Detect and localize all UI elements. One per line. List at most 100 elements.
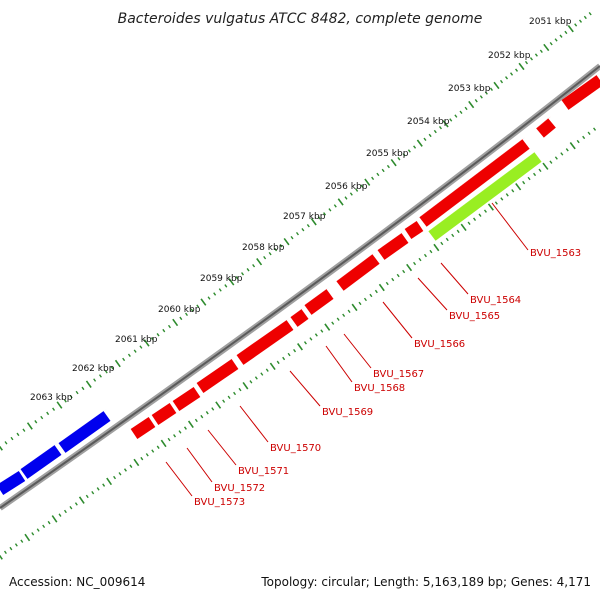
gene-block-body xyxy=(0,470,26,496)
gene-block-red xyxy=(290,307,309,327)
gene-block-edge xyxy=(377,231,405,251)
label-leader-line xyxy=(343,333,372,369)
scale-tick xyxy=(478,213,482,217)
scale-tick xyxy=(554,38,558,42)
scale-tick xyxy=(314,333,318,337)
scale-tick xyxy=(554,156,558,160)
scale-tick xyxy=(140,456,144,461)
scale-tick xyxy=(69,394,73,399)
scale-tick xyxy=(386,164,390,169)
scale-tick xyxy=(63,509,67,514)
scale-tick xyxy=(374,289,378,294)
scale-tick xyxy=(369,293,373,298)
scale-tick xyxy=(31,532,35,536)
scale-tick xyxy=(233,391,237,396)
scale-tick xyxy=(418,257,422,262)
scale-tick xyxy=(542,162,549,170)
scale-tick xyxy=(156,333,160,337)
scale-tick xyxy=(85,494,89,499)
scale-tick xyxy=(213,292,217,296)
scale-tick xyxy=(484,91,488,95)
scale-tick xyxy=(527,176,531,181)
scale-tick xyxy=(282,356,286,361)
scale-tick xyxy=(429,249,433,254)
gene-block-body xyxy=(20,445,62,479)
scale-tick xyxy=(559,34,563,38)
scale-tick xyxy=(58,513,62,517)
scale-tick xyxy=(567,25,574,33)
scale-tick xyxy=(150,337,154,341)
inner-scale-ring xyxy=(0,127,597,560)
kbp-tick-label: 2063 kbp xyxy=(30,393,73,403)
scale-tick xyxy=(301,228,305,232)
scale-tick xyxy=(118,472,122,476)
scale-tick xyxy=(102,483,106,487)
genome-summary: Topology: circular; Length: 5,163,189 bp… xyxy=(260,575,591,589)
scale-tick xyxy=(122,357,126,362)
gene-label: BVU_1564 xyxy=(470,295,521,306)
scale-tick xyxy=(160,439,167,448)
scale-tick xyxy=(360,184,364,188)
scale-tick xyxy=(75,390,79,395)
scale-tick xyxy=(276,360,280,365)
scale-tick xyxy=(564,30,568,35)
scale-tick xyxy=(183,426,187,430)
gene-block-blue xyxy=(0,468,26,496)
gene-block-body xyxy=(196,359,239,393)
scale-tick xyxy=(190,308,194,312)
scale-tick xyxy=(151,449,155,453)
scale-tick xyxy=(104,370,108,374)
scale-tick xyxy=(534,53,538,57)
scale-tick xyxy=(479,95,483,99)
gene-block-edge xyxy=(58,409,107,444)
scale-tick xyxy=(423,253,427,258)
gene-block-edge xyxy=(336,252,376,282)
label-leader-line xyxy=(165,461,193,497)
kbp-tick-label: 2053 kbp xyxy=(448,84,491,94)
scale-tick xyxy=(317,216,321,220)
scale-tick xyxy=(9,546,13,551)
scale-tick xyxy=(123,468,127,472)
gene-block-edge xyxy=(304,287,330,306)
scale-tick xyxy=(549,160,553,164)
scale-tick xyxy=(468,100,475,109)
scale-tick xyxy=(565,148,569,152)
gene-block-body xyxy=(404,221,424,239)
scale-tick xyxy=(578,19,583,23)
scale-tick xyxy=(56,401,63,409)
gene-block-edge xyxy=(290,307,305,318)
gene-block-body xyxy=(428,152,542,241)
map-title: Bacteroides vulgatus ATCC 8482, complete… xyxy=(118,11,483,27)
scale-tick xyxy=(493,81,500,90)
label-leader-line xyxy=(417,277,448,311)
scale-tick xyxy=(133,349,137,353)
gene-block-body xyxy=(536,118,556,138)
scale-tick xyxy=(433,243,440,252)
scale-tick xyxy=(211,407,215,411)
scale-tick xyxy=(218,288,222,292)
gene-block-edge xyxy=(0,468,22,483)
scale-tick xyxy=(274,247,278,252)
kbp-tick-label: 2060 kbp xyxy=(158,305,201,315)
scale-tick xyxy=(423,137,427,142)
gene-block-edge xyxy=(428,150,538,232)
scale-tick xyxy=(256,257,263,266)
scale-tick xyxy=(467,221,471,226)
gene-label: BVU_1572 xyxy=(214,483,265,494)
gene-block-body xyxy=(304,289,334,315)
scale-tick xyxy=(538,168,542,173)
gene-label: BVU_1567 xyxy=(373,369,424,380)
scale-tick xyxy=(371,176,375,181)
gene-block-blue xyxy=(58,409,111,453)
gene-block-red xyxy=(236,318,294,365)
gene-label: BVU_1566 xyxy=(414,339,465,350)
scale-tick xyxy=(167,324,171,329)
scale-tick xyxy=(349,192,353,196)
scale-tick xyxy=(342,313,346,317)
scale-tick xyxy=(518,62,525,71)
scale-tick xyxy=(473,217,477,221)
gene-block-red xyxy=(561,73,600,110)
scale-tick xyxy=(194,418,198,423)
scale-tick xyxy=(323,212,327,216)
